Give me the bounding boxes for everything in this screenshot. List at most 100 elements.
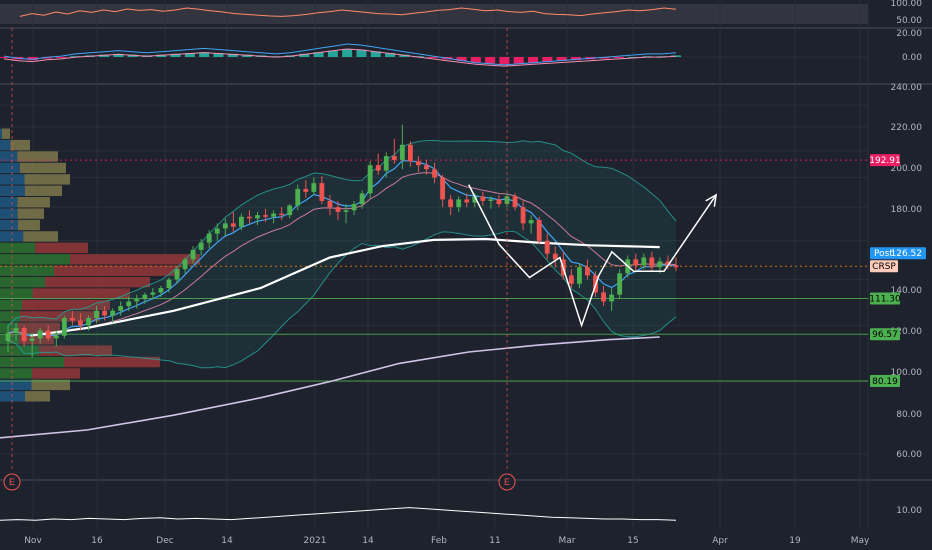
candle-body xyxy=(86,317,91,326)
bollinger-upper xyxy=(7,140,677,326)
macd-histogram-bar xyxy=(542,57,553,62)
price-tick-label: 180.00 xyxy=(891,205,923,215)
candle-body xyxy=(5,333,11,342)
volume-profile-down xyxy=(54,265,180,276)
macd-histogram-bar xyxy=(599,57,610,59)
time-tick-label: 14 xyxy=(221,536,233,546)
volume-profile-up xyxy=(0,208,18,219)
macd-histogram-bar xyxy=(313,52,324,57)
macd-histogram-bar xyxy=(41,57,52,59)
volume-profile-down xyxy=(2,128,10,139)
price-level-badge xyxy=(870,374,900,387)
candle-body xyxy=(617,273,623,295)
volume-profile-up xyxy=(0,356,64,368)
volume-profile-up xyxy=(0,322,18,333)
candle-body xyxy=(552,253,558,260)
candle-body xyxy=(432,169,437,178)
price-tick-label: 10.00 xyxy=(896,506,922,516)
macd-histogram-bar xyxy=(570,57,581,61)
candle-body xyxy=(110,310,116,316)
candle-body xyxy=(351,204,357,211)
candle-body xyxy=(222,223,228,229)
candle-body xyxy=(673,265,679,268)
volume-profile-up xyxy=(0,197,18,208)
candle-body xyxy=(53,335,59,339)
candle-body xyxy=(343,210,349,212)
volume-profile-down xyxy=(64,356,160,368)
candle-body xyxy=(456,199,462,208)
candle-body xyxy=(247,216,252,219)
candle-body xyxy=(37,330,43,339)
volume-profile-up xyxy=(0,128,2,139)
post-price-value: 126.52 xyxy=(891,249,923,259)
candle-body xyxy=(657,261,663,268)
candle-body xyxy=(536,220,542,241)
volume-profile-down xyxy=(32,368,80,379)
macd-histogram-bar xyxy=(556,57,567,61)
candle-body xyxy=(585,267,590,276)
price-tick-label: 240.00 xyxy=(891,83,923,93)
candle-body xyxy=(319,183,325,201)
candle-body xyxy=(303,188,309,192)
candle-body xyxy=(601,292,606,302)
candle-body xyxy=(609,294,615,302)
candle-body xyxy=(496,199,502,205)
macd-histogram-bar xyxy=(127,54,138,57)
volume-profile-down xyxy=(10,139,30,151)
candle-body xyxy=(544,240,550,254)
price-tick-label: 200.00 xyxy=(891,164,923,174)
time-tick-label: Mar xyxy=(559,536,576,546)
macd-histogram-bar xyxy=(170,53,181,57)
candle-body xyxy=(367,165,373,194)
volume-profile-down xyxy=(32,288,130,299)
ema-slow xyxy=(7,172,677,336)
macd-histogram-bar xyxy=(56,57,67,58)
candle-body xyxy=(327,200,333,208)
time-tick-label: 14 xyxy=(362,536,374,546)
candle-body xyxy=(391,156,397,160)
macd-histogram-bar xyxy=(370,51,381,57)
volume-profile-up xyxy=(0,299,22,311)
candle-body xyxy=(383,156,389,171)
time-tick-label: 16 xyxy=(91,536,103,546)
candle-body xyxy=(335,207,341,212)
candle-body xyxy=(126,301,132,307)
candle-body xyxy=(150,292,156,295)
candle-body xyxy=(166,279,172,289)
volume-profile-up xyxy=(0,242,36,254)
price-level-badge xyxy=(870,154,900,167)
volume-profile-up xyxy=(0,265,54,276)
price-tick-label: 120.00 xyxy=(891,327,923,337)
volume-profile-up xyxy=(0,311,20,322)
price-tick-label: 140.00 xyxy=(891,286,923,296)
volume-profile-down xyxy=(39,345,113,356)
volume-profile-down xyxy=(22,299,110,311)
volume-profile-down xyxy=(18,322,60,333)
candle-body xyxy=(206,233,212,243)
candle-body xyxy=(633,259,639,266)
candle-body xyxy=(528,220,534,224)
oscillator-line xyxy=(19,7,677,17)
macd-histogram-bar xyxy=(342,49,353,57)
volume-profile-up xyxy=(0,379,32,391)
macd-tick-label: 0.00 xyxy=(902,53,922,63)
volume-profile-down xyxy=(19,162,66,174)
macd-line xyxy=(3,43,677,66)
price-level-badge-text: 111.30 xyxy=(869,294,901,304)
price-tick-label: 100.00 xyxy=(891,368,923,378)
macd-histogram-bar xyxy=(199,52,210,57)
candle-body xyxy=(279,213,285,216)
candle-body xyxy=(568,275,574,284)
macd-histogram-bar xyxy=(613,57,624,58)
candle-body xyxy=(174,269,180,280)
candle-body xyxy=(448,199,454,208)
oscillator-tick-label: 100.00 xyxy=(891,0,923,9)
volume-profile-up xyxy=(0,162,20,174)
post-price-label: Post xyxy=(874,249,893,259)
volume-profile-down xyxy=(45,276,150,288)
candle-body xyxy=(21,327,27,342)
volume-profile-down xyxy=(17,151,58,162)
moving-average-line xyxy=(30,237,660,337)
candle-body xyxy=(472,196,478,203)
